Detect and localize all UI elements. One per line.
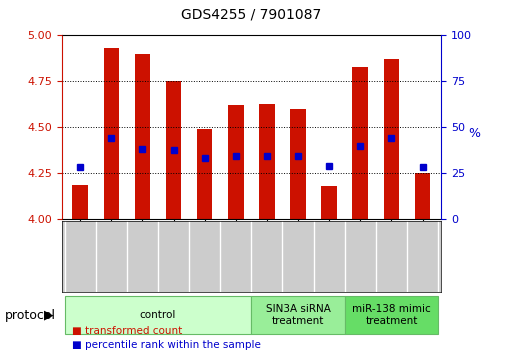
Bar bbox=[259, 103, 274, 219]
Bar bbox=[384, 59, 399, 219]
Bar bbox=[104, 48, 119, 219]
Text: GSM952749: GSM952749 bbox=[350, 223, 360, 282]
Bar bbox=[290, 109, 306, 219]
Text: GSM952740: GSM952740 bbox=[70, 223, 80, 282]
Text: GSM952743: GSM952743 bbox=[257, 223, 267, 282]
Y-axis label: %: % bbox=[469, 127, 481, 141]
FancyBboxPatch shape bbox=[345, 296, 438, 334]
Bar bbox=[166, 81, 182, 219]
Text: protocol: protocol bbox=[5, 309, 56, 321]
Bar bbox=[197, 129, 212, 219]
Text: ■ transformed count: ■ transformed count bbox=[72, 326, 182, 336]
Bar bbox=[352, 67, 368, 219]
Text: ▶: ▶ bbox=[44, 309, 53, 321]
Text: GSM952748: GSM952748 bbox=[226, 223, 236, 282]
Text: miR-138 mimic
treatment: miR-138 mimic treatment bbox=[352, 304, 431, 326]
Bar bbox=[72, 184, 88, 219]
Text: control: control bbox=[140, 310, 176, 320]
Text: GSM952741: GSM952741 bbox=[102, 223, 111, 282]
Bar bbox=[135, 54, 150, 219]
Text: GSM952744: GSM952744 bbox=[288, 223, 298, 282]
Bar bbox=[415, 173, 430, 219]
Text: GSM952746: GSM952746 bbox=[164, 223, 173, 282]
Bar bbox=[321, 186, 337, 219]
Text: GSM952751: GSM952751 bbox=[412, 223, 423, 282]
Text: GSM952742: GSM952742 bbox=[132, 223, 143, 282]
FancyBboxPatch shape bbox=[65, 296, 251, 334]
Text: SIN3A siRNA
treatment: SIN3A siRNA treatment bbox=[266, 304, 330, 326]
FancyBboxPatch shape bbox=[251, 296, 345, 334]
Text: ■ percentile rank within the sample: ■ percentile rank within the sample bbox=[72, 341, 261, 350]
Text: GSM952747: GSM952747 bbox=[195, 223, 205, 282]
Text: GSM952750: GSM952750 bbox=[381, 223, 391, 282]
Bar bbox=[228, 105, 244, 219]
Text: GSM952745: GSM952745 bbox=[319, 223, 329, 282]
Text: GDS4255 / 7901087: GDS4255 / 7901087 bbox=[181, 7, 322, 21]
